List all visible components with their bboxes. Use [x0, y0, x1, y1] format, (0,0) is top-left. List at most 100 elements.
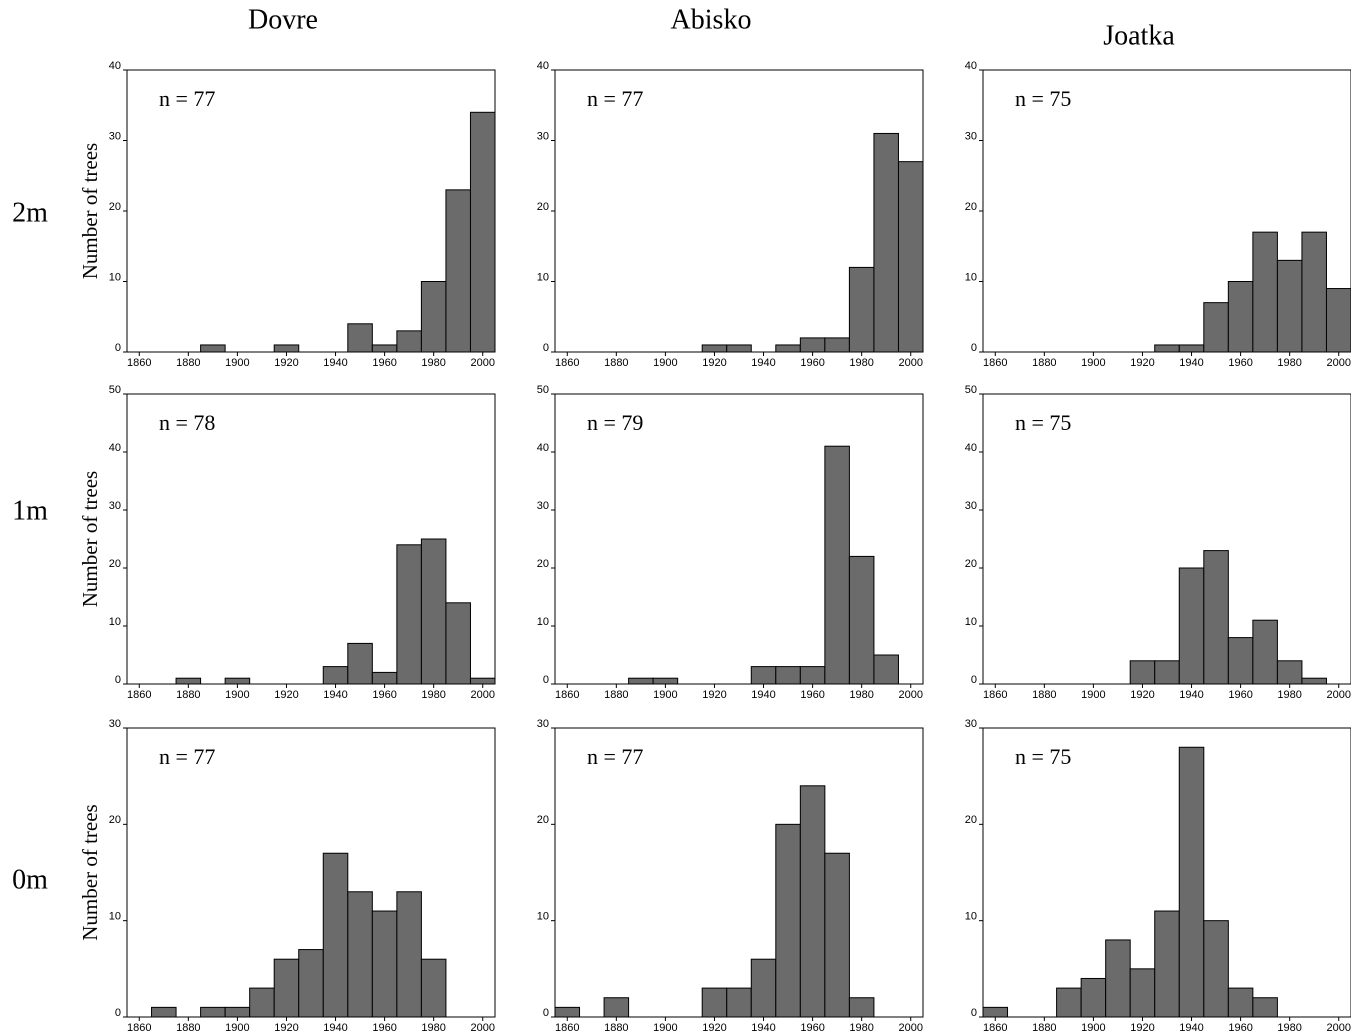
histogram-panel: 0 10 20 30 40 1860 1880 1900 1920 1940 1960 1980 200… — [537, 60, 924, 369]
bar — [347, 891, 373, 1018]
y-tick-label: 0 — [115, 342, 121, 354]
x-tick-label: 1980 — [421, 1022, 445, 1034]
x-tick-label: 1900 — [653, 1022, 677, 1034]
x-tick-label: 1880 — [176, 1022, 200, 1034]
x-tick-label: 1960 — [1228, 357, 1252, 369]
x-tick-label: 2000 — [470, 1022, 494, 1034]
histogram-panel: 0 10 20 30 40 50 1860 1880 1900 1920 1940 1960 1980 2… — [78, 384, 496, 701]
annotation: n = 75 — [1015, 744, 1071, 769]
x-tick-label: 1960 — [372, 357, 396, 369]
bar — [726, 344, 752, 353]
x-tick-label: 1920 — [702, 689, 726, 701]
annotation: n = 77 — [587, 86, 643, 111]
x-tick-label: 1920 — [274, 357, 298, 369]
y-tick-label: 30 — [109, 130, 121, 142]
bar — [982, 1006, 1009, 1018]
bar — [1203, 550, 1229, 685]
bar — [151, 1006, 177, 1018]
row-label: 1m — [12, 495, 48, 526]
y-tick-label: 40 — [965, 60, 977, 72]
x-tick-label: 1920 — [702, 1022, 726, 1034]
bar — [824, 337, 850, 353]
bar — [420, 538, 447, 685]
bar — [200, 1006, 226, 1018]
y-tick-label: 10 — [965, 911, 977, 923]
bar — [701, 987, 728, 1018]
bar — [1178, 567, 1205, 685]
y-tick-label: 30 — [109, 500, 121, 512]
x-tick-label: 1920 — [1130, 357, 1154, 369]
y-tick-label: 20 — [109, 814, 121, 826]
plot-frame — [554, 727, 924, 1018]
bar — [603, 997, 630, 1018]
y-tick-label: 0 — [543, 342, 549, 354]
y-tick-label: 20 — [965, 201, 977, 213]
y-tick-label: 20 — [109, 201, 121, 213]
y-tick-label: 0 — [115, 674, 121, 686]
row-label: 0m — [12, 864, 48, 895]
x-tick-label: 1940 — [751, 357, 775, 369]
x-tick-label: 1860 — [127, 357, 151, 369]
bar — [273, 958, 300, 1018]
bar — [1227, 987, 1254, 1018]
x-tick-label: 1980 — [849, 357, 873, 369]
x-tick-label: 1880 — [1032, 689, 1056, 701]
bar — [799, 666, 826, 685]
bar — [1178, 746, 1205, 1018]
x-tick-label: 1940 — [1179, 1022, 1203, 1034]
x-tick-label: 2000 — [1326, 357, 1350, 369]
bar — [775, 344, 801, 353]
x-tick-label: 2000 — [898, 357, 922, 369]
bar — [701, 344, 728, 353]
bar — [322, 666, 349, 685]
bar — [1301, 231, 1327, 353]
bar — [1178, 344, 1205, 353]
x-tick-label: 1940 — [323, 689, 347, 701]
column-title: Abisko — [671, 4, 752, 35]
y-tick-label: 10 — [109, 271, 121, 283]
x-tick-label: 1880 — [1032, 357, 1056, 369]
x-tick-label: 1920 — [1130, 689, 1154, 701]
x-tick-label: 2000 — [898, 1022, 922, 1034]
x-tick-label: 1920 — [274, 1022, 298, 1034]
bar — [1105, 939, 1131, 1018]
y-tick-label: 0 — [971, 342, 977, 354]
annotation: n = 79 — [587, 410, 643, 435]
bar — [298, 949, 324, 1018]
y-tick-label: 30 — [965, 718, 977, 730]
x-tick-label: 1960 — [800, 689, 824, 701]
bar — [1154, 344, 1180, 353]
bar — [1301, 677, 1327, 685]
x-tick-label: 1900 — [653, 357, 677, 369]
y-tick-label: 50 — [109, 384, 121, 396]
bar — [1080, 977, 1107, 1018]
y-axis-label: Number of trees — [78, 143, 102, 279]
x-tick-label: 1860 — [555, 689, 579, 701]
y-tick-label: 10 — [537, 911, 549, 923]
x-tick-label: 1960 — [372, 689, 396, 701]
bar — [1056, 987, 1082, 1018]
bar — [249, 987, 275, 1018]
bar — [224, 677, 251, 685]
x-tick-label: 1980 — [1277, 357, 1301, 369]
plot-frame — [126, 393, 496, 685]
bar — [445, 602, 471, 685]
bar — [1325, 288, 1351, 353]
annotation: n = 77 — [587, 744, 643, 769]
y-tick-label: 40 — [537, 442, 549, 454]
bar — [897, 161, 924, 353]
histogram-panel: 0 10 20 30 40 50 1860 1880 1900 1920 1940 1960 1980 2… — [965, 384, 1351, 701]
y-tick-label: 20 — [537, 201, 549, 213]
x-tick-label: 1980 — [849, 1022, 873, 1034]
histogram-panel: 0 10 20 30 40 50 1860 1880 1900 1920 1940 1960 1980 2… — [537, 384, 924, 701]
bar — [347, 642, 373, 685]
y-tick-label: 40 — [109, 60, 121, 72]
bar — [1129, 660, 1156, 685]
bar — [848, 555, 875, 685]
x-tick-label: 1900 — [225, 357, 249, 369]
bar — [347, 323, 373, 353]
bar — [750, 958, 777, 1018]
x-tick-label: 2000 — [470, 357, 494, 369]
bar — [848, 266, 875, 353]
histogram-panel: 0 10 20 30 1860 1880 1900 1920 1940 1960 1980 2000 n… — [537, 718, 924, 1034]
